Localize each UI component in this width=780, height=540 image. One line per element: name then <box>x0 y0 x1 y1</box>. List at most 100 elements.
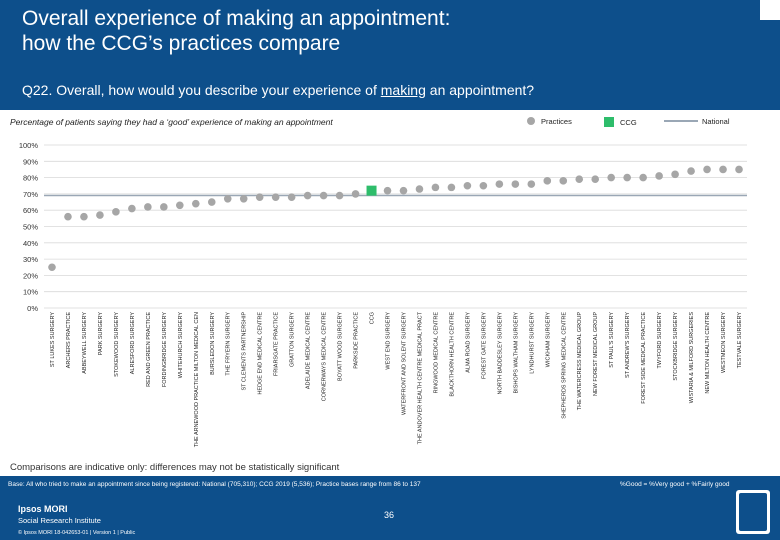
practice-point <box>559 177 568 185</box>
practice-point <box>271 193 280 201</box>
practice-point <box>319 191 328 200</box>
ipsos-logo-inner <box>739 493 767 531</box>
category-label: NEW MILTON HEALTH CENTRE <box>705 312 711 394</box>
practice-point <box>479 181 488 190</box>
practice-point <box>511 180 520 188</box>
category-label: STOKEWOOD SURGERY <box>114 312 120 377</box>
practice-point <box>176 201 184 210</box>
legend-national-label: National <box>702 117 730 126</box>
practice-point <box>543 177 552 185</box>
practice-point <box>96 211 104 219</box>
category-label: THE ARNEWOOD PRACTICE MILTON MEDICAL CEN <box>194 312 200 447</box>
page-title: Overall experience of making an appointm… <box>22 7 451 55</box>
practice-point <box>64 212 72 221</box>
practice-point <box>623 173 631 182</box>
practice-point <box>112 208 120 216</box>
base-note: Base: All who tried to make an appointme… <box>8 481 421 488</box>
brand-subtitle: Social Research Institute <box>18 516 101 525</box>
category-label: ST LUKES SURGERY <box>50 312 56 367</box>
legend-practices-label: Practices <box>541 117 572 126</box>
y-tick-label: 40% <box>23 239 38 248</box>
practice-point <box>719 165 727 174</box>
category-label: THE WATERCRESS MEDICAL GROUP <box>577 312 583 411</box>
practice-point <box>527 180 536 188</box>
category-label: WHITEHURCH SURGERY <box>178 312 184 379</box>
practice-point <box>239 194 248 203</box>
category-label: ARCHERS PRACTICE <box>66 312 72 369</box>
category-label: BISHOPS WALTHAM SURGERY <box>513 312 519 394</box>
question-post: an appointment? <box>425 82 535 98</box>
legend-national-icon <box>664 120 698 122</box>
category-label: WEST END SURGERY <box>386 312 392 370</box>
practice-point <box>351 190 360 198</box>
y-tick-label: 90% <box>23 157 38 166</box>
category-label: LYNDHURST SURGERY <box>529 312 535 374</box>
practice-point <box>128 204 136 213</box>
category-label: FOREST GATE SURGERY <box>481 312 487 379</box>
category-label: HEDGE END MEDICAL CENTRE <box>258 312 264 395</box>
copyright-line: © Ipsos MORI 18-042653-01 | Version 1 | … <box>18 530 136 536</box>
category-label: ADELAIDE MEDICAL CENTRE <box>306 312 312 389</box>
comparisons-note: Comparisons are indicative only: differe… <box>10 462 340 473</box>
practice-point <box>735 165 743 174</box>
category-label: TWYFORD SURGERY <box>657 312 663 369</box>
category-label: ST CLEMENTS PARTNERSHIP <box>242 312 248 391</box>
legend-practices: Practices <box>527 117 572 126</box>
category-label: FORDINGBRIDGE SURGERY <box>162 312 168 387</box>
practice-point <box>703 165 711 174</box>
footer-bar: Base: All who tried to make an appointme… <box>0 476 780 540</box>
category-label: BOYATT WOOD SURGERY <box>338 312 344 381</box>
category-label: BURSLEDON SURGERY <box>210 312 216 375</box>
y-tick-label: 60% <box>23 206 38 215</box>
legend-ccg: CCG <box>604 117 637 127</box>
category-label: NORTH BADDESLEY SURGERY <box>497 312 503 395</box>
category-label: TESTVALE SURGERY <box>737 312 743 369</box>
category-label: FRIARSGATE PRACTICE <box>274 312 280 376</box>
category-label: ABBEYWELL SURGERY <box>82 312 88 374</box>
practice-point <box>160 203 168 211</box>
category-label: WATERFRONT AND SOLENT SURGERY <box>401 312 407 415</box>
page-number: 36 <box>384 510 395 520</box>
y-tick-label: 50% <box>23 223 38 232</box>
practice-point <box>655 172 663 180</box>
practice-point <box>415 185 424 193</box>
practice-point <box>591 175 600 184</box>
legend-ccg-label: CCG <box>620 118 637 127</box>
practice-point <box>303 191 312 200</box>
practice-point <box>639 173 647 182</box>
category-label: CCG <box>370 312 376 324</box>
category-label: STOCKBRIDGE SURGERY <box>673 312 679 381</box>
practice-point <box>463 181 472 190</box>
practice-point <box>575 175 584 184</box>
chart-subtitle: Percentage of patients saying they had a… <box>10 117 333 127</box>
question-text: Q22. Overall, how would you describe you… <box>22 81 534 99</box>
practice-point <box>671 170 679 179</box>
legend-practices-icon <box>527 117 535 125</box>
practice-point <box>191 199 200 208</box>
scatter-chart: 0% 10% 20% 30% 40% 50% 60% 70% 80% 90% 100% ST LUKE… <box>19 141 747 447</box>
practice-point <box>335 191 344 200</box>
practice-point <box>383 186 392 195</box>
category-label: CORNERWAYS MEDICAL CENTRE <box>322 312 328 402</box>
corner-logo <box>760 0 780 20</box>
y-tick-label: 20% <box>23 271 38 280</box>
category-label: RED AND GREEN PRACTICE <box>146 312 152 387</box>
legend-ccg-icon <box>604 117 614 127</box>
y-tick-label: 10% <box>23 288 38 297</box>
category-label: RINGWOOD MEDICAL CENTRE <box>433 312 439 394</box>
category-label: GRATTON SURGERY <box>290 312 296 367</box>
practice-point <box>447 183 456 192</box>
practice-point <box>495 180 504 188</box>
practice-point <box>207 198 216 206</box>
category-label: PARK SURGERY <box>98 312 104 356</box>
good-definition: %Good = %Very good + %Fairly good <box>620 481 730 488</box>
practice-point <box>80 212 88 221</box>
header-banner: Overall experience of making an appointm… <box>0 0 780 110</box>
y-tick-label: 0% <box>27 304 38 313</box>
practice-point <box>223 194 232 203</box>
ipsos-logo <box>736 490 770 534</box>
ccg-point <box>366 185 377 196</box>
legend-national: National <box>664 117 730 126</box>
category-label: WISTARIA & MILFORD SURGERIES <box>689 312 695 404</box>
practice-point <box>399 186 408 195</box>
